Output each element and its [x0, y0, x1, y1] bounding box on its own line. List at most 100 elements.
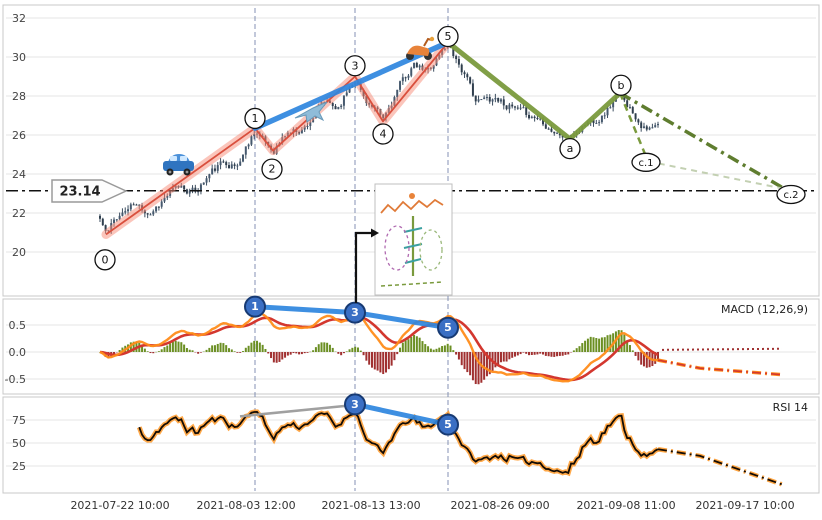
- candle-body: [642, 126, 645, 129]
- x-tick-label: 2021-09-08 11:00: [576, 499, 676, 512]
- rsi-pane: [136, 409, 783, 487]
- wave-marker-label: 5: [444, 418, 452, 431]
- macd-hist-bar: [449, 345, 452, 352]
- macd-hist-bar: [157, 351, 160, 352]
- macd-ytick-label: 0.5: [9, 319, 27, 332]
- macd-hist-bar: [216, 343, 219, 352]
- macd-hist-bar: [598, 338, 601, 352]
- candle-body: [628, 107, 631, 109]
- x-tick-label: 2021-07-22 10:00: [70, 499, 170, 512]
- candle-body: [340, 105, 343, 107]
- candle-body: [300, 129, 303, 134]
- macd-hist-bar: [390, 352, 393, 366]
- price-ytick-label: 30: [12, 51, 26, 64]
- candle-body: [413, 62, 416, 69]
- macd-hist-bar: [258, 342, 261, 352]
- candle-body: [202, 182, 205, 185]
- wave-marker-label: a: [567, 142, 574, 155]
- macd-hist-bar: [121, 347, 124, 352]
- wave-marker-label: 2: [269, 163, 276, 176]
- macd-hist-bar: [536, 352, 539, 355]
- price-target-badge: 23.14: [51, 179, 128, 203]
- macd-plot: [99, 312, 783, 385]
- macd-hist-bar: [303, 352, 306, 354]
- rsi-title: RSI 14: [772, 401, 808, 414]
- candle-body: [488, 97, 491, 102]
- candle-body: [513, 106, 516, 108]
- wave-marker-b: [610, 74, 632, 96]
- macd-hist-bar: [592, 337, 595, 352]
- candle-body: [547, 128, 550, 130]
- candle-body: [211, 168, 214, 175]
- candle-body: [155, 206, 158, 212]
- macd-hist-bar: [626, 340, 629, 352]
- macd-hist-bar: [413, 334, 416, 352]
- candle-body: [654, 125, 657, 128]
- candle-body: [511, 104, 514, 107]
- macd-hist-bar: [474, 352, 477, 385]
- candle-body: [522, 107, 525, 109]
- candle-body: [553, 131, 556, 134]
- candle-body: [455, 56, 458, 60]
- candle-body: [118, 215, 121, 220]
- macd-hist-bar: [620, 330, 623, 352]
- macd-hist-bar: [435, 348, 438, 352]
- macd-hist-bar: [427, 346, 430, 352]
- macd-hist-bar: [213, 345, 216, 352]
- candle-body: [345, 92, 348, 96]
- wave-marker-5: [437, 25, 459, 48]
- candle-body: [598, 122, 601, 124]
- candle-body: [502, 99, 505, 106]
- candle-body: [418, 65, 421, 68]
- candle-body: [197, 191, 200, 193]
- candle-body: [166, 195, 169, 198]
- macd-hist-bar: [547, 352, 550, 357]
- candle-body: [396, 89, 399, 98]
- macd-hist-bar: [208, 347, 211, 352]
- candle-body: [342, 95, 345, 106]
- candle-body: [253, 133, 256, 137]
- macd-hist-bar: [499, 352, 502, 363]
- candle-body: [404, 77, 407, 79]
- wave-marker-1: [244, 295, 266, 318]
- macd-hist-bar: [152, 352, 155, 354]
- macd-hist-bar: [340, 352, 343, 356]
- candle-body: [561, 135, 564, 138]
- candle-body: [410, 68, 413, 76]
- candle-body: [205, 178, 208, 183]
- macd-hist-bar: [376, 352, 379, 371]
- candle-body: [657, 123, 659, 126]
- candle-body: [222, 161, 225, 163]
- macd-hist-bar: [516, 352, 519, 356]
- macd-hist-bar: [640, 352, 643, 365]
- candle-body: [113, 219, 116, 224]
- candle-body: [542, 118, 545, 125]
- rsi-wave-trendline: [352, 401, 451, 428]
- price-ytick-label: 22: [12, 207, 26, 220]
- macd-hist-bar: [382, 352, 385, 375]
- macd-hist-bar: [609, 334, 612, 352]
- candle-body: [337, 106, 340, 110]
- wave-marker-3: [344, 55, 366, 77]
- corrective-forecast-line: [619, 91, 789, 193]
- macd-hist-bar: [331, 347, 334, 352]
- candle-body: [626, 100, 629, 108]
- impulse-trendline: [252, 39, 451, 131]
- macd-hist-bar: [292, 352, 295, 354]
- macd-hist-bar: [351, 347, 354, 352]
- rsi-panel-frame: [2, 396, 820, 494]
- candle-body: [191, 187, 194, 191]
- price-target-badge-shape: [51, 179, 128, 203]
- candle-body: [309, 122, 312, 126]
- macd-hist-bar: [236, 352, 239, 353]
- macd-hist-bar: [396, 352, 399, 355]
- macd-hist-bar: [314, 347, 317, 352]
- macd-hist-bar: [485, 352, 488, 377]
- candle-body: [101, 218, 104, 226]
- macd-hist-bar: [264, 348, 267, 352]
- macd-hist-bar: [404, 340, 407, 352]
- macd-hist-bar: [278, 352, 281, 362]
- macd-hist-bar: [180, 342, 183, 352]
- macd-hist-bar: [471, 352, 474, 381]
- macd-hist-bar: [642, 352, 645, 367]
